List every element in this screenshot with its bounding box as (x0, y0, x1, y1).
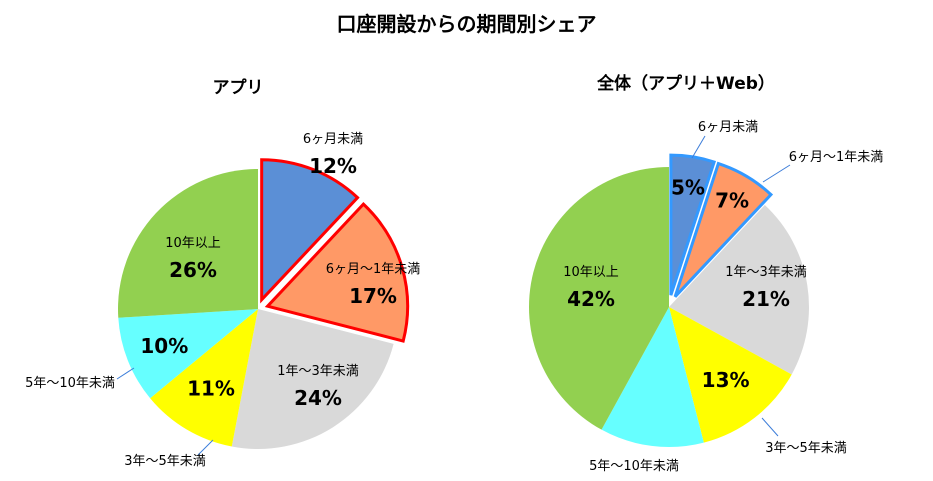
app-pct-label-3y-5y: 11% (187, 377, 235, 401)
app-pct-label-6m-1y: 17% (349, 284, 397, 308)
total-pct-label-10y-plus: 42% (567, 287, 615, 311)
total-leader-line-3y-5y (761, 417, 779, 437)
app-pct-label-5y-10y: 10% (140, 334, 188, 358)
pie-chart-total: 全体（アプリ＋Web）5%7%21%13%12%42%6ヶ月未満6ヶ月～1年未満… (529, 73, 884, 474)
main-title: 口座開設からの期間別シェア (336, 12, 597, 36)
total-slice-5y-10y (601, 307, 704, 447)
app-pct-label-1y-3y: 24% (294, 386, 342, 410)
app-leader-line-5y-10y (116, 367, 135, 380)
total-category-label-3y-5y: 3年～5年未満 (765, 441, 847, 456)
app-chart-title: アプリ (213, 77, 264, 98)
app-leader-line-3y-5y (197, 439, 214, 456)
app-slice-5y-10y (118, 309, 258, 399)
total-slice-10y-plus (529, 167, 669, 430)
total-pct-label-6m-1y: 7% (715, 188, 749, 212)
total-slice-3y-5y (669, 307, 792, 443)
total-pct-label-lt-6m: 5% (671, 175, 705, 199)
app-category-label-3y-5y: 3年～5年未満 (124, 454, 206, 469)
app-slice-lt-6m (260, 158, 360, 304)
app-category-label-6m-1y: 6ヶ月～1年未満 (326, 262, 421, 277)
app-pct-label-lt-6m: 12% (309, 154, 357, 178)
pie-chart-app: アプリ 12% 17% 24% 11% 10% 26% 6ヶ月未満 6ヶ月～1年未満 1年～3年未… (25, 77, 420, 469)
total-slice-1y-3y (669, 204, 810, 375)
app-slice-1y-3y (231, 309, 394, 449)
app-slice-10y-plus (118, 169, 258, 318)
app-slice-3y-5y (150, 309, 258, 447)
total-category-label-5y-10y: 5年～10年未満 (589, 459, 679, 474)
app-slice-6m-1y (264, 202, 410, 343)
total-chart-title: 全体（アプリ＋Web） (596, 73, 775, 94)
app-category-label-lt-6m: 6ヶ月未満 (303, 132, 363, 147)
total-category-label-1y-3y: 1年～3年未満 (725, 265, 807, 280)
total-pct-label-3y-5y: 13% (702, 368, 750, 392)
app-pct-label-10y-plus: 26% (169, 258, 217, 282)
total-slice-6m-1y (673, 161, 774, 298)
app-category-label-5y-10y: 5年～10年未満 (25, 376, 115, 391)
total-category-label-lt-6m: 6ヶ月未満 (698, 120, 758, 135)
total-category-label-10y-plus: 10年以上 (563, 265, 619, 280)
total-leader-line-lt-6m (691, 135, 706, 159)
total-pct-label-1y-3y: 21% (742, 287, 790, 311)
total-leader-line-6m-1y (762, 164, 791, 183)
total-category-label-6m-1y: 6ヶ月～1年未満 (789, 150, 884, 165)
app-category-label-10y-plus: 10年以上 (165, 236, 221, 251)
app-category-label-1y-3y: 1年～3年未満 (277, 364, 359, 379)
